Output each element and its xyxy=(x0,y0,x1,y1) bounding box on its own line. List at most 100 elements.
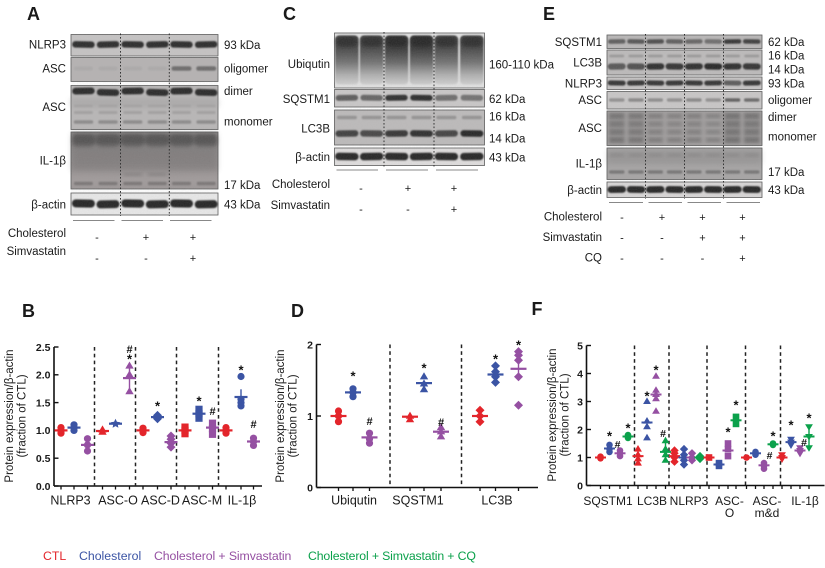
svg-text:93 kDa: 93 kDa xyxy=(768,79,805,91)
svg-text:160-110 kDa: 160-110 kDa xyxy=(489,60,555,72)
svg-text:(fraction of CTL): (fraction of CTL) xyxy=(560,373,572,456)
svg-text:Protein expression/β-actin: Protein expression/β-actin xyxy=(275,349,287,482)
svg-text:0.0: 0.0 xyxy=(36,481,51,493)
svg-text:SQSTM1: SQSTM1 xyxy=(583,494,633,508)
svg-text:4: 4 xyxy=(577,368,583,380)
svg-text:*: * xyxy=(653,363,659,378)
svg-text:LC3B: LC3B xyxy=(637,494,667,508)
svg-text:62 kDa: 62 kDa xyxy=(768,37,805,49)
svg-text:ASC-M: ASC-M xyxy=(182,494,222,508)
svg-text:-: - xyxy=(620,212,624,224)
svg-text:ASC-: ASC- xyxy=(715,494,744,508)
svg-text:dimer: dimer xyxy=(768,112,797,124)
svg-text:ASC: ASC xyxy=(42,102,66,114)
svg-text:ASC: ASC xyxy=(578,123,602,135)
svg-text:0: 0 xyxy=(577,480,583,492)
svg-text:-: - xyxy=(620,253,624,265)
svg-text:*: * xyxy=(127,352,133,367)
svg-text:ASC-D: ASC-D xyxy=(141,494,180,508)
svg-text:monomer: monomer xyxy=(224,117,273,129)
svg-text:+: + xyxy=(190,253,196,265)
svg-text:*: * xyxy=(421,361,427,376)
svg-text:E: E xyxy=(543,4,555,24)
svg-text:3: 3 xyxy=(577,396,583,408)
svg-text:*: * xyxy=(155,399,161,414)
svg-text:2.5: 2.5 xyxy=(36,342,51,354)
svg-text:*: * xyxy=(788,418,794,433)
svg-text:m&d: m&d xyxy=(755,506,780,520)
svg-text:#: # xyxy=(126,344,132,356)
svg-text:#: # xyxy=(615,439,621,451)
svg-text:Cholesterol: Cholesterol xyxy=(544,212,602,224)
svg-text:+: + xyxy=(405,183,411,195)
svg-text:NLRP3: NLRP3 xyxy=(50,494,90,508)
svg-text:16 kDa: 16 kDa xyxy=(489,112,526,124)
svg-text:*: * xyxy=(725,425,731,440)
svg-text:SQSTM1: SQSTM1 xyxy=(555,37,602,49)
svg-text:-: - xyxy=(620,233,624,245)
svg-text:+: + xyxy=(659,212,665,224)
svg-text:SQSTM1: SQSTM1 xyxy=(392,494,443,508)
svg-text:IL-1β: IL-1β xyxy=(791,494,819,508)
svg-text:*: * xyxy=(625,421,631,436)
svg-text:+: + xyxy=(739,253,745,265)
svg-text:43 kDa: 43 kDa xyxy=(768,185,805,197)
svg-text:ASC: ASC xyxy=(42,64,66,76)
svg-text:CTL: CTL xyxy=(43,549,66,563)
svg-text:43 kDa: 43 kDa xyxy=(224,200,261,212)
svg-text:*: * xyxy=(238,363,244,378)
svg-text:17 kDa: 17 kDa xyxy=(224,180,261,192)
svg-text:B: B xyxy=(22,301,35,321)
svg-text:Cholesterol + Simvastatin + CQ: Cholesterol + Simvastatin + CQ xyxy=(308,549,476,563)
svg-text:+: + xyxy=(739,233,745,245)
svg-text:#: # xyxy=(801,437,807,449)
svg-text:+: + xyxy=(451,183,457,195)
svg-text:-: - xyxy=(144,253,148,265)
svg-text:-: - xyxy=(406,204,410,216)
svg-text:#: # xyxy=(366,416,372,428)
svg-text:*: * xyxy=(644,389,650,404)
svg-text:*: * xyxy=(516,338,522,353)
svg-text:+: + xyxy=(451,204,457,216)
svg-text:43 kDa: 43 kDa xyxy=(489,153,526,165)
svg-text:A: A xyxy=(27,4,40,24)
svg-text:LC3B: LC3B xyxy=(301,124,330,136)
svg-text:5: 5 xyxy=(577,340,583,352)
svg-text:oligomer: oligomer xyxy=(768,95,812,107)
svg-text:Protein expression/β-actin: Protein expression/β-actin xyxy=(4,349,16,482)
svg-text:dimer: dimer xyxy=(224,86,253,98)
svg-text:ASC: ASC xyxy=(578,95,602,107)
svg-text:ASC-: ASC- xyxy=(753,494,782,508)
svg-text:β-actin: β-actin xyxy=(295,152,330,164)
svg-text:NLRP3: NLRP3 xyxy=(670,494,709,508)
svg-text:*: * xyxy=(733,398,739,413)
svg-text:β-actin: β-actin xyxy=(31,200,66,212)
svg-text:1: 1 xyxy=(307,411,313,423)
svg-text:2: 2 xyxy=(307,339,313,351)
svg-text:62 kDa: 62 kDa xyxy=(489,94,526,106)
svg-text:2.0: 2.0 xyxy=(36,370,51,382)
svg-text:LC3B: LC3B xyxy=(481,494,512,508)
svg-text:Cholesterol: Cholesterol xyxy=(79,549,141,563)
svg-text:#: # xyxy=(438,417,444,429)
svg-text:O: O xyxy=(725,506,734,520)
svg-text:ASC-O: ASC-O xyxy=(98,494,138,508)
svg-text:monomer: monomer xyxy=(768,132,817,144)
svg-text:CQ: CQ xyxy=(585,253,602,265)
svg-text:SQSTM1: SQSTM1 xyxy=(283,94,330,106)
svg-text:IL-1β: IL-1β xyxy=(228,494,257,508)
svg-text:+: + xyxy=(739,212,745,224)
svg-text:2: 2 xyxy=(577,424,583,436)
svg-text:Cholesterol + Simvastatin: Cholesterol + Simvastatin xyxy=(154,549,292,563)
svg-text:-: - xyxy=(660,233,664,245)
svg-text:NLRP3: NLRP3 xyxy=(29,40,66,52)
svg-text:#: # xyxy=(660,428,666,440)
svg-text:oligomer: oligomer xyxy=(224,64,268,76)
svg-text:*: * xyxy=(196,394,202,409)
svg-text:Cholesterol: Cholesterol xyxy=(8,228,66,240)
svg-text:+: + xyxy=(699,212,705,224)
svg-text:*: * xyxy=(770,429,776,444)
svg-text:+: + xyxy=(143,232,149,244)
svg-text:-: - xyxy=(95,232,99,244)
svg-text:*: * xyxy=(493,352,499,367)
